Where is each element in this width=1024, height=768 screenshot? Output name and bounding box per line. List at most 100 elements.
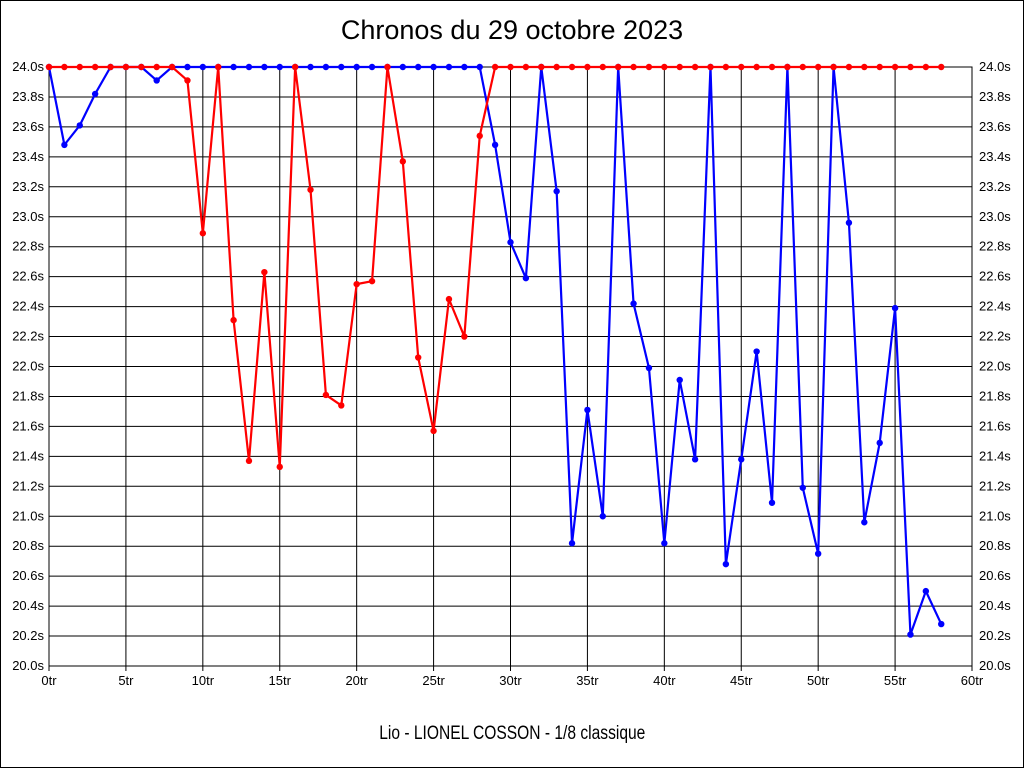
series-red-marker — [861, 63, 868, 71]
y-tick-label-right: 23.8s — [979, 89, 1011, 104]
series-blue-marker — [861, 519, 868, 526]
series-blue-marker — [353, 63, 360, 71]
series-blue-marker — [722, 560, 730, 568]
series-blue-marker — [799, 484, 806, 491]
series-red-marker — [614, 63, 622, 71]
series-blue-marker — [76, 122, 83, 129]
y-tick-label-right: 20.4s — [979, 598, 1011, 613]
series-red-marker — [845, 63, 853, 71]
series-red-marker — [415, 354, 422, 361]
y-tick-label-left: 21.4s — [12, 448, 44, 463]
y-tick-label-left: 22.8s — [12, 239, 44, 254]
series-red-marker — [707, 63, 714, 71]
series-blue-marker — [738, 456, 745, 463]
y-tick-label-left: 23.0s — [12, 209, 44, 224]
series-blue-marker — [276, 63, 283, 71]
series-blue-marker — [322, 63, 330, 71]
y-tick-label-right: 21.8s — [979, 388, 1011, 403]
y-tick-label-right: 21.0s — [979, 508, 1011, 523]
y-tick-label-right: 20.8s — [979, 538, 1011, 553]
x-tick-label: 60tr — [961, 673, 984, 688]
series-red-marker — [676, 63, 683, 71]
series-red-marker — [938, 63, 945, 71]
series-red-marker — [122, 63, 130, 71]
series-blue-marker — [814, 550, 822, 557]
series-blue-marker — [922, 587, 930, 595]
series-red-marker — [153, 63, 160, 71]
series-red-marker — [338, 402, 345, 409]
y-tick-label-right: 23.0s — [979, 209, 1011, 224]
series-red-marker — [45, 63, 53, 71]
x-tick-label: 15tr — [269, 673, 292, 688]
series-red-marker — [538, 63, 545, 71]
y-tick-label-right: 21.4s — [979, 448, 1011, 463]
series-red-marker — [245, 457, 253, 465]
series-red-marker — [107, 63, 114, 71]
series-blue-marker — [507, 239, 514, 246]
y-tick-label-right: 20.6s — [979, 568, 1011, 583]
series-red-marker — [922, 63, 930, 71]
series-red-marker — [784, 63, 791, 71]
series-blue-marker — [553, 188, 560, 195]
y-tick-label-left: 22.4s — [12, 299, 44, 314]
series-blue-marker — [368, 63, 376, 71]
series-red-marker — [753, 63, 760, 71]
series-blue-marker — [415, 63, 422, 71]
series-blue-marker — [768, 499, 776, 506]
series-red-marker — [738, 63, 745, 71]
series-red-marker — [507, 63, 514, 71]
y-tick-label-right: 22.4s — [979, 299, 1011, 314]
series-blue-marker — [753, 348, 760, 355]
series-red-marker — [430, 427, 437, 435]
series-blue-marker — [445, 63, 453, 71]
y-tick-label-left: 23.6s — [12, 119, 44, 134]
series-blue-marker — [399, 63, 407, 71]
series-blue-marker — [845, 219, 853, 226]
y-tick-label-left: 20.8s — [12, 538, 44, 553]
series-red-marker — [184, 77, 191, 84]
series-blue-marker — [461, 63, 468, 71]
x-tick-label: 50tr — [807, 673, 830, 688]
y-tick-label-right: 24.0s — [979, 59, 1011, 74]
y-tick-label-left: 21.6s — [12, 418, 44, 433]
y-tick-label-left: 20.0s — [12, 658, 44, 673]
series-red-marker — [599, 63, 606, 71]
series-blue-marker — [184, 63, 191, 71]
series-red-marker — [630, 63, 637, 71]
series-red-marker — [491, 63, 499, 71]
series-blue-marker — [491, 141, 499, 149]
series-blue-marker — [907, 631, 914, 638]
series-blue-marker — [676, 376, 683, 384]
x-tick-label: 55tr — [884, 673, 907, 688]
y-tick-label-right: 23.4s — [979, 149, 1011, 164]
x-tick-label: 40tr — [653, 673, 676, 688]
y-tick-label-left: 22.2s — [12, 329, 44, 344]
series-blue-marker — [338, 63, 345, 71]
series-red-marker — [307, 186, 314, 193]
series-red-marker — [168, 63, 176, 71]
x-tick-label: 0tr — [41, 673, 57, 688]
y-tick-label-left: 22.0s — [12, 359, 44, 374]
series-red-marker — [876, 63, 883, 71]
y-tick-label-right: 22.6s — [979, 269, 1011, 284]
series-blue-marker — [645, 364, 653, 372]
series-red-marker — [322, 391, 330, 399]
x-tick-label: 35tr — [576, 673, 599, 688]
series-red-marker — [368, 277, 376, 285]
series-blue-marker — [61, 141, 68, 149]
series-red-marker — [584, 63, 591, 71]
y-tick-label-left: 21.0s — [12, 508, 44, 523]
series-blue-marker — [630, 300, 637, 307]
series-red-marker — [907, 63, 914, 71]
series-red-marker — [553, 63, 560, 71]
series-red-marker — [661, 63, 668, 71]
series-blue-marker — [476, 63, 483, 71]
series-red-marker — [476, 132, 483, 140]
series-red-marker — [138, 63, 145, 71]
series-red-marker — [768, 63, 776, 71]
y-tick-label-left: 20.6s — [12, 568, 44, 583]
series-blue-marker — [245, 63, 253, 71]
y-tick-label-right: 23.6s — [979, 119, 1011, 134]
series-blue-marker — [599, 513, 606, 520]
